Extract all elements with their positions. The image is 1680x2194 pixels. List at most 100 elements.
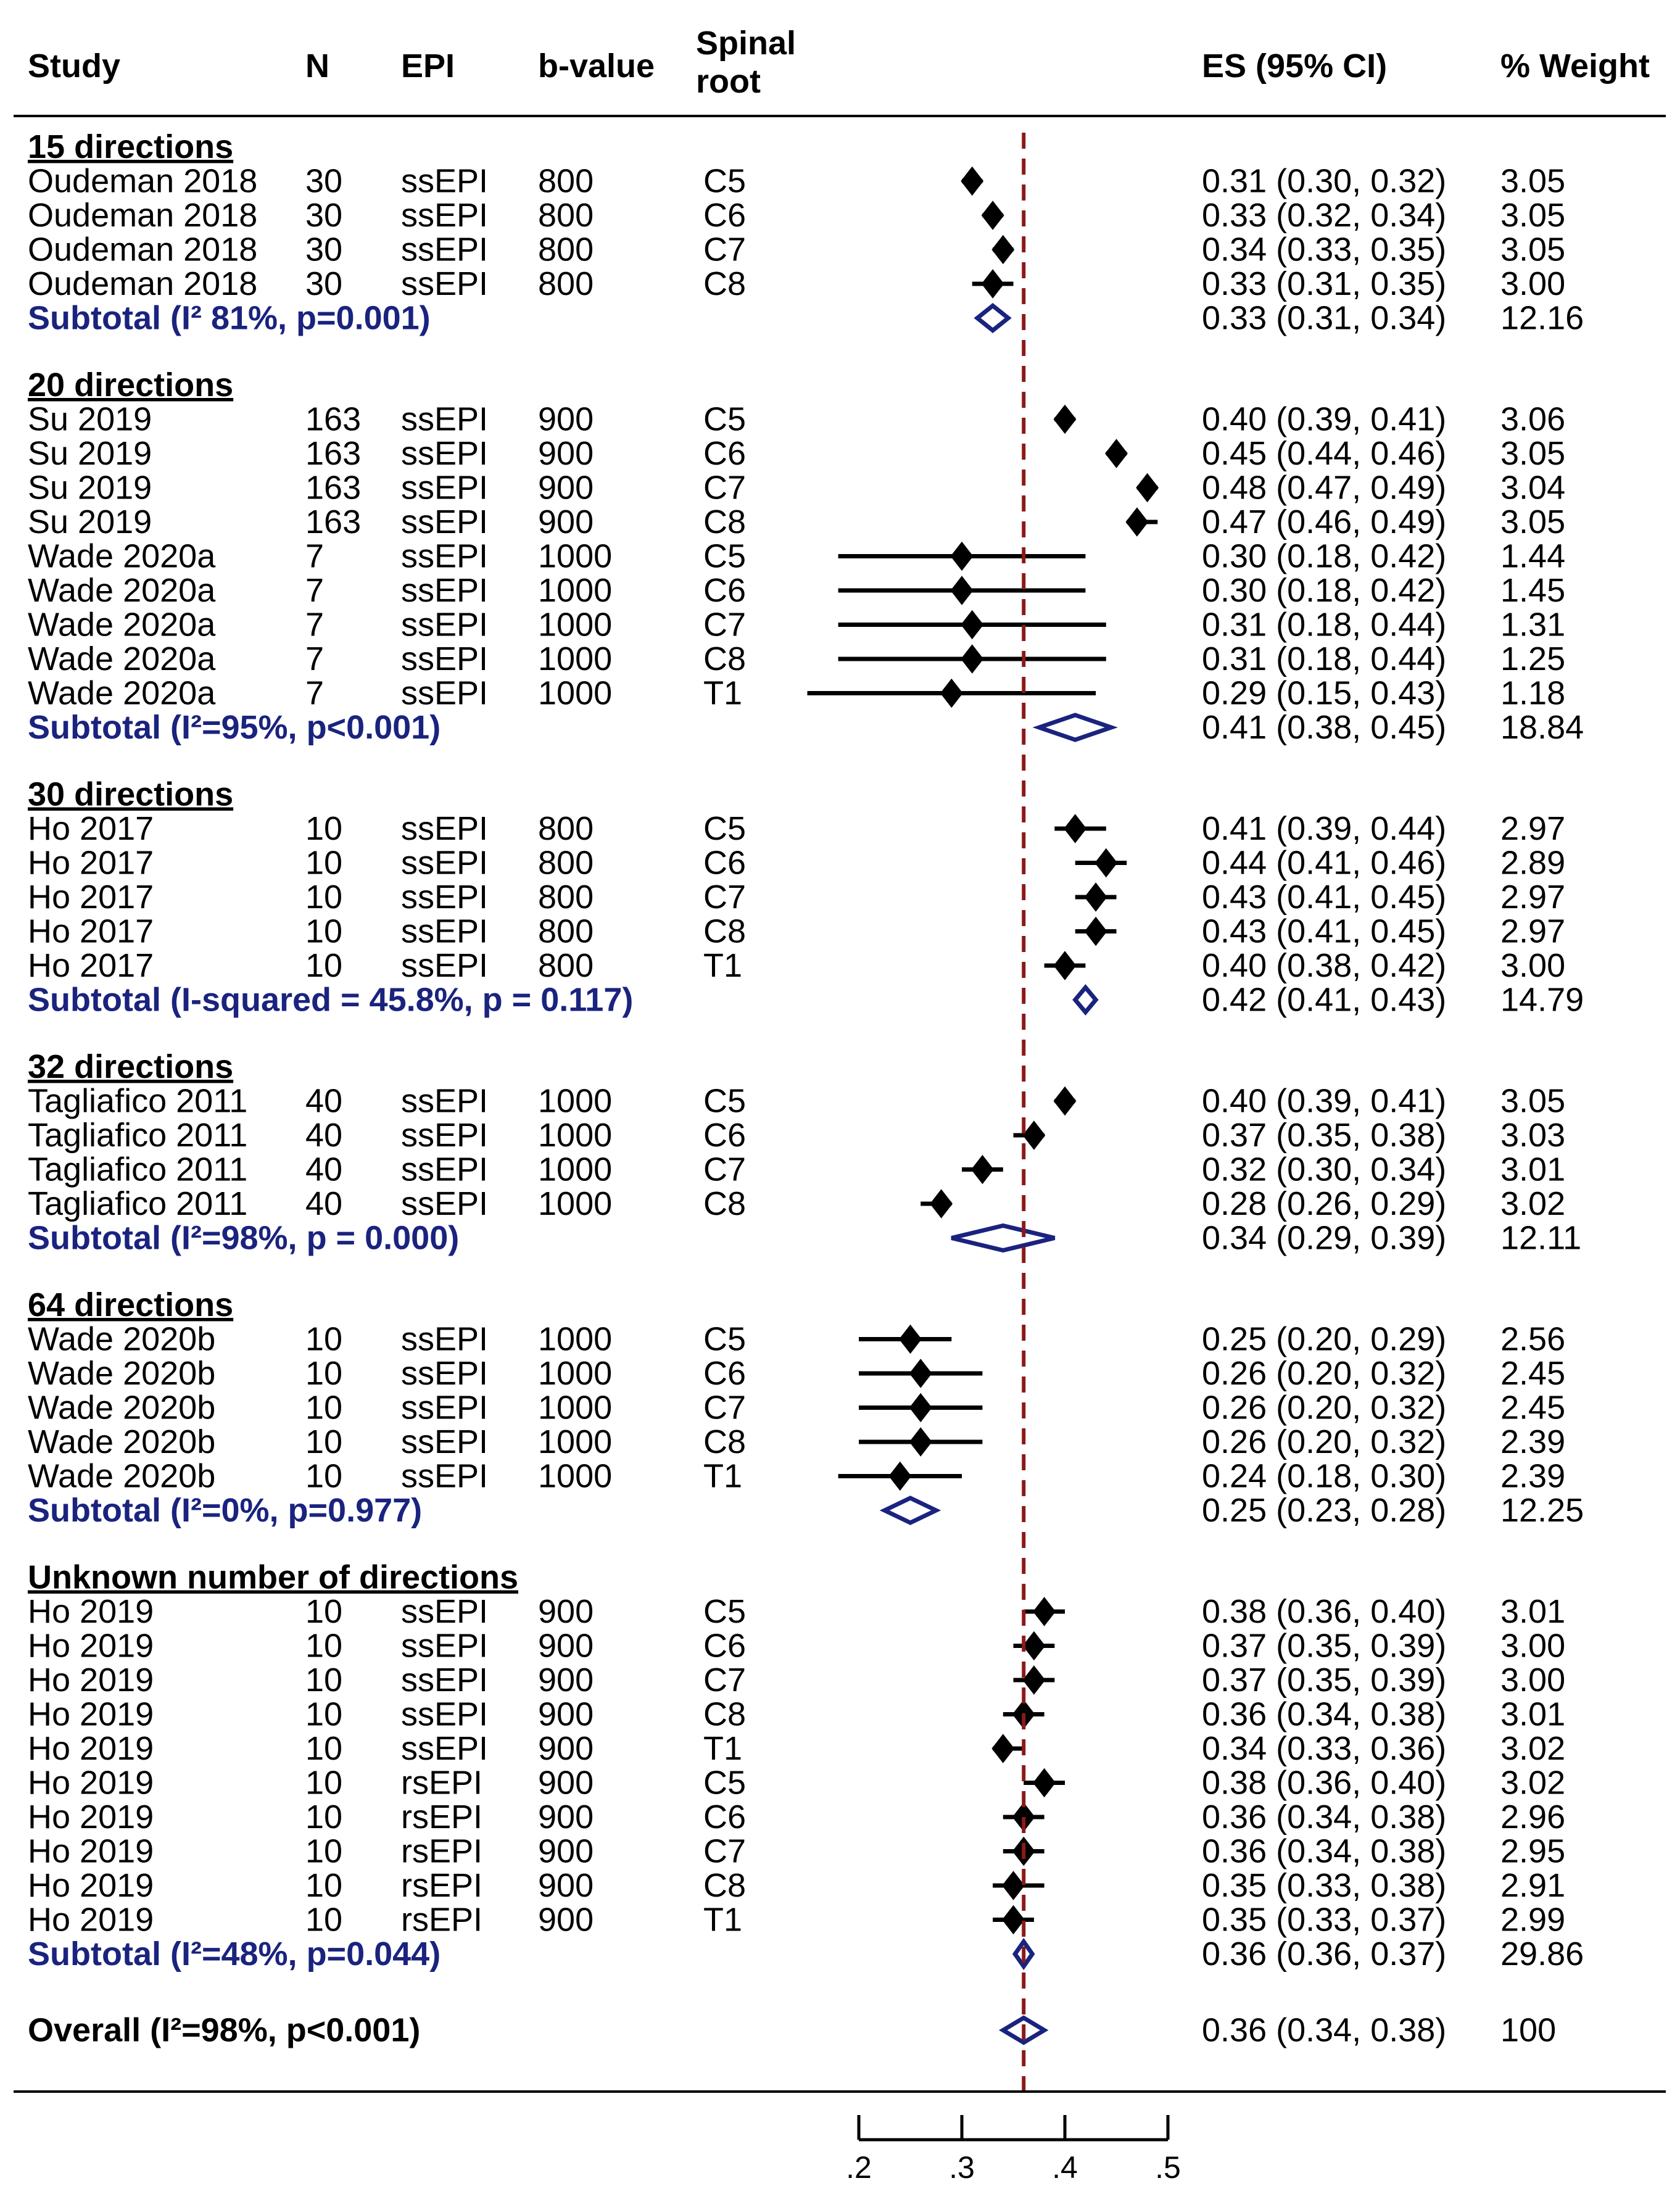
- study-name: Oudeman 2018: [28, 231, 257, 268]
- sample-size: 7: [305, 606, 324, 644]
- b-value: 900: [538, 401, 594, 438]
- effect-size-ci: 0.26 (0.20, 0.32): [1202, 1423, 1446, 1460]
- subtotal-weight: 12.16: [1500, 300, 1584, 337]
- study-name: Oudeman 2018: [28, 163, 257, 200]
- spinal-root: T1: [703, 1902, 742, 1939]
- effect-size-ci: 0.36 (0.34, 0.38): [1202, 1696, 1446, 1733]
- weight-value: 3.05: [1500, 197, 1565, 234]
- sample-size: 10: [305, 1902, 342, 1939]
- header-spinal-root-line2: root: [696, 63, 761, 100]
- point-estimate-marker: [1053, 404, 1077, 434]
- epi-type: ssEPI: [401, 265, 488, 302]
- epi-type: ssEPI: [401, 845, 488, 882]
- b-value: 1000: [538, 1423, 612, 1460]
- epi-type: ssEPI: [401, 675, 488, 712]
- effect-size-ci: 0.36 (0.34, 0.38): [1202, 1799, 1446, 1836]
- sample-size: 40: [305, 1117, 342, 1154]
- study-name: Tagliafico 2011: [28, 1185, 247, 1222]
- epi-type: rsEPI: [401, 1765, 482, 1802]
- epi-type: ssEPI: [401, 1696, 488, 1733]
- b-value: 1000: [538, 675, 612, 712]
- point-estimate-marker: [1105, 439, 1128, 468]
- effect-size-ci: 0.34 (0.33, 0.36): [1202, 1730, 1446, 1767]
- subtotal-weight: 29.86: [1500, 1935, 1584, 1973]
- group-label: 32 directions: [28, 1048, 233, 1085]
- weight-value: 3.01: [1500, 1696, 1565, 1733]
- overall-weight: 100: [1500, 2012, 1556, 2049]
- overall-es-ci: 0.36 (0.34, 0.38): [1202, 2012, 1446, 2049]
- sample-size: 163: [305, 435, 361, 472]
- study-name: Ho 2019: [28, 1696, 154, 1733]
- sample-size: 30: [305, 231, 342, 268]
- point-estimate-marker: [930, 1189, 953, 1219]
- spinal-root: C5: [703, 810, 746, 847]
- x-tick-label: .3: [949, 2150, 975, 2185]
- sample-size: 10: [305, 1593, 342, 1630]
- weight-value: 3.01: [1500, 1593, 1565, 1630]
- sample-size: 40: [305, 1151, 342, 1188]
- weight-value: 2.97: [1500, 879, 1565, 916]
- b-value: 1000: [538, 1117, 612, 1154]
- b-value: 1000: [538, 538, 612, 575]
- weight-value: 3.00: [1500, 1662, 1565, 1699]
- b-value: 900: [538, 1902, 594, 1939]
- epi-type: ssEPI: [401, 231, 488, 268]
- b-value: 1000: [538, 1355, 612, 1392]
- effect-size-ci: 0.33 (0.31, 0.35): [1202, 265, 1446, 302]
- epi-type: ssEPI: [401, 1117, 488, 1154]
- point-estimate-marker: [1084, 916, 1107, 946]
- weight-value: 3.02: [1500, 1765, 1565, 1802]
- epi-type: ssEPI: [401, 947, 488, 984]
- effect-size-ci: 0.40 (0.38, 0.42): [1202, 947, 1446, 984]
- point-estimate-marker: [961, 644, 984, 674]
- sample-size: 30: [305, 163, 342, 200]
- b-value: 800: [538, 879, 594, 916]
- weight-value: 3.00: [1500, 1628, 1565, 1665]
- spinal-root: C8: [703, 640, 746, 677]
- study-name: Tagliafico 2011: [28, 1083, 247, 1120]
- subtotal-es-ci: 0.42 (0.41, 0.43): [1202, 982, 1446, 1019]
- study-name: Wade 2020a: [28, 538, 216, 575]
- epi-type: ssEPI: [401, 606, 488, 644]
- point-estimate-marker: [1002, 1905, 1025, 1935]
- spinal-root: C8: [703, 1185, 746, 1222]
- weight-value: 3.05: [1500, 435, 1565, 472]
- spinal-root: T1: [703, 675, 742, 712]
- sample-size: 7: [305, 640, 324, 677]
- weight-value: 3.00: [1500, 265, 1565, 302]
- weight-value: 1.18: [1500, 675, 1565, 712]
- sample-size: 10: [305, 810, 342, 847]
- spinal-root: C6: [703, 845, 746, 882]
- epi-type: rsEPI: [401, 1902, 482, 1939]
- study-name: Wade 2020b: [28, 1389, 215, 1426]
- spinal-root: C6: [703, 572, 746, 609]
- point-estimate-marker: [1033, 1768, 1056, 1798]
- b-value: 1000: [538, 1389, 612, 1426]
- b-value: 800: [538, 197, 594, 234]
- b-value: 800: [538, 163, 594, 200]
- weight-value: 2.89: [1500, 845, 1565, 882]
- weight-value: 2.99: [1500, 1902, 1565, 1939]
- spinal-root: C6: [703, 197, 746, 234]
- b-value: 900: [538, 1799, 594, 1836]
- sample-size: 40: [305, 1185, 342, 1222]
- spinal-root: T1: [703, 1458, 742, 1495]
- sample-size: 10: [305, 1867, 342, 1904]
- study-name: Wade 2020a: [28, 606, 216, 644]
- study-name: Wade 2020b: [28, 1458, 215, 1495]
- point-estimate-marker: [1022, 1665, 1046, 1695]
- group-label: 30 directions: [28, 776, 233, 813]
- weight-value: 3.04: [1500, 470, 1565, 507]
- study-name: Wade 2020a: [28, 572, 216, 609]
- weight-value: 3.02: [1500, 1185, 1565, 1222]
- header-spinal-root-line1: Spinal: [696, 25, 796, 62]
- effect-size-ci: 0.40 (0.39, 0.41): [1202, 401, 1446, 438]
- effect-size-ci: 0.40 (0.39, 0.41): [1202, 1083, 1446, 1120]
- point-estimate-marker: [899, 1324, 922, 1354]
- study-name: Ho 2019: [28, 1765, 154, 1802]
- effect-size-ci: 0.32 (0.30, 0.34): [1202, 1151, 1446, 1188]
- group-label: 64 directions: [28, 1286, 233, 1323]
- weight-value: 2.97: [1500, 913, 1565, 950]
- subtotal-es-ci: 0.33 (0.31, 0.34): [1202, 300, 1446, 337]
- subtotal-es-ci: 0.34 (0.29, 0.39): [1202, 1220, 1446, 1257]
